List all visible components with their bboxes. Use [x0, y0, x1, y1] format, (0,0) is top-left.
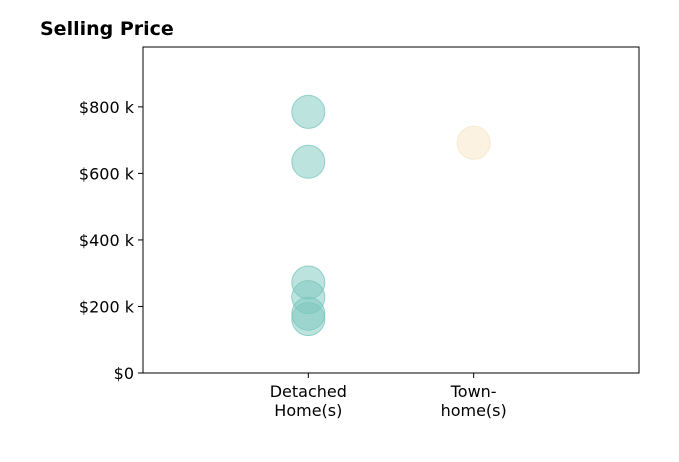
data-point-1-0: [456, 125, 491, 160]
y-tick-label-2: $400 k: [79, 231, 135, 250]
data-point-0-0: [291, 94, 326, 129]
chart-title: Selling Price: [40, 18, 174, 40]
y-tick-label-3: $600 k: [79, 164, 135, 183]
y-tick-label-4: $800 k: [79, 98, 135, 117]
y-tick-label-0: $0: [114, 364, 134, 383]
y-tick-label-1: $200 k: [79, 297, 135, 316]
data-marks: [291, 94, 491, 337]
data-point-0-1: [291, 144, 326, 179]
data-point-0-5: [291, 302, 326, 337]
plot-frame: [142, 46, 640, 374]
x-tick-label-0: Detached Home(s): [270, 382, 347, 420]
y-axis: $0 $200 k $400 k $600 k $800 k: [79, 98, 143, 383]
x-tick-label-1: Town-home(s): [441, 382, 507, 420]
x-axis: Detached Home(s) Town-home(s): [270, 373, 507, 420]
